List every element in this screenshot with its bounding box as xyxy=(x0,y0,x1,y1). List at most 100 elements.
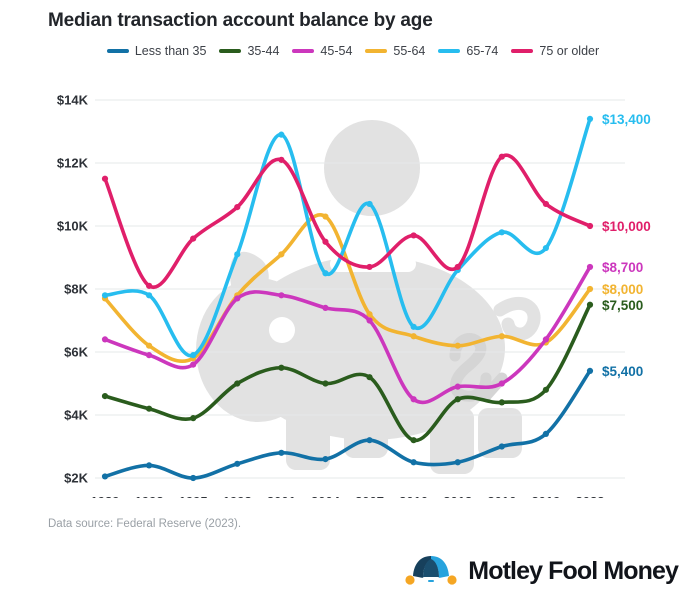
legend-item-45-54[interactable]: 45-54 xyxy=(292,44,352,58)
data-point xyxy=(410,333,417,340)
series-75-or-older[interactable] xyxy=(101,153,594,290)
data-point xyxy=(498,380,505,387)
end-value-label: $8,700 xyxy=(602,260,643,275)
data-point xyxy=(498,443,505,450)
data-point xyxy=(278,251,285,258)
x-axis-tick-label: 1998 xyxy=(223,494,252,498)
legend-item-label: 65-74 xyxy=(466,44,499,58)
brand-logo: Motley Fool Money xyxy=(401,548,679,594)
data-point xyxy=(190,352,197,359)
x-axis-tick-label: 2016 xyxy=(487,494,516,498)
data-point xyxy=(586,263,594,271)
brand-wordmark: Motley Fool Money xyxy=(468,556,679,585)
plot-area: $2K $4K $6K $8K $10K $12K $14K 1989 1992 1995 199… xyxy=(0,78,700,499)
end-value-label: $13,400 xyxy=(602,112,651,127)
legend-swatch-icon xyxy=(106,49,129,53)
data-point xyxy=(366,437,373,444)
data-point xyxy=(234,380,241,387)
data-point xyxy=(322,456,329,463)
end-value-label: $7,500 xyxy=(602,298,643,313)
data-point xyxy=(101,393,109,400)
legend-item-75-or-older[interactable]: 75 or older xyxy=(511,44,599,58)
data-point xyxy=(278,449,285,456)
data-point xyxy=(542,386,550,393)
x-axis-tick-label: 2004 xyxy=(311,494,341,498)
data-point xyxy=(410,437,417,444)
jester-hat-icon xyxy=(405,556,457,585)
legend-item-label: 35-44 xyxy=(247,44,280,58)
data-point xyxy=(498,153,505,160)
data-point xyxy=(145,292,153,299)
y-axis-tick-label: $12K xyxy=(57,156,89,171)
x-axis-tick-label: 1989 xyxy=(91,494,120,498)
y-axis-labels: $2K $4K $6K $8K $10K $12K $14K xyxy=(57,93,89,486)
data-point xyxy=(145,352,153,359)
chart-legend: Less than 35 35-44 45-54 55-64 65-74 75 or ol… xyxy=(48,44,658,58)
end-value-label: $10,000 xyxy=(602,219,651,234)
data-point xyxy=(234,460,241,467)
legend-item-label: 45-54 xyxy=(320,44,353,58)
data-source-note: Data source: Federal Reserve (2023). xyxy=(48,518,242,530)
data-point xyxy=(190,361,197,368)
x-axis-tick-label: 2019 xyxy=(531,494,560,498)
data-point xyxy=(145,342,153,349)
legend-swatch-icon xyxy=(511,49,534,53)
line-chart-svg: $2K $4K $6K $8K $10K $12K $14K 1989 1992 1995 199… xyxy=(57,93,651,499)
data-point xyxy=(366,374,373,381)
y-axis-tick-label: $14K xyxy=(57,93,89,108)
series-35-44[interactable] xyxy=(101,301,594,444)
legend-item-less-than-35[interactable]: Less than 35 xyxy=(106,44,207,58)
x-axis-tick-label: 1992 xyxy=(135,494,164,498)
data-point xyxy=(101,175,109,182)
series-45-54[interactable] xyxy=(101,263,594,405)
data-point xyxy=(498,399,505,406)
data-point xyxy=(234,251,241,258)
data-point xyxy=(410,323,417,330)
data-point xyxy=(366,263,373,271)
legend-swatch-icon xyxy=(219,49,242,53)
legend-item-55-64[interactable]: 55-64 xyxy=(365,44,425,58)
data-point xyxy=(145,462,153,469)
data-point xyxy=(145,405,153,412)
data-point xyxy=(586,367,594,374)
data-point xyxy=(322,304,329,311)
legend-swatch-icon xyxy=(365,49,388,53)
data-point xyxy=(586,285,594,293)
data-point xyxy=(278,131,285,138)
legend-item-label: 75 or older xyxy=(539,44,600,58)
data-point xyxy=(101,292,109,299)
legend-item-label: Less than 35 xyxy=(134,44,207,58)
data-point xyxy=(498,333,505,340)
legend-item-35-44[interactable]: 35-44 xyxy=(219,44,279,58)
data-point xyxy=(234,204,241,211)
data-point xyxy=(542,430,550,437)
data-point xyxy=(454,396,461,403)
x-axis-tick-label: 2007 xyxy=(355,494,384,498)
data-point xyxy=(145,282,153,289)
series-less-than-35[interactable] xyxy=(101,367,594,482)
data-point xyxy=(586,222,594,230)
data-point xyxy=(190,235,197,242)
data-point xyxy=(190,474,197,482)
x-axis-tick-label: 2001 xyxy=(267,494,296,498)
x-axis-tick-label: 2010 xyxy=(399,494,428,498)
data-point xyxy=(454,263,461,271)
data-point xyxy=(101,336,109,343)
data-point xyxy=(410,459,417,466)
data-point xyxy=(454,459,461,466)
data-point xyxy=(542,336,550,343)
piggy-bank-icon xyxy=(196,120,541,474)
data-point xyxy=(410,232,417,239)
series-65-74[interactable] xyxy=(101,115,594,359)
y-axis-tick-label: $8K xyxy=(64,282,88,297)
data-point xyxy=(586,115,594,122)
x-axis-tick-label: 2013 xyxy=(443,494,472,498)
data-point xyxy=(234,295,241,302)
legend-item-65-74[interactable]: 65-74 xyxy=(438,44,498,58)
data-point xyxy=(498,229,505,236)
data-point xyxy=(454,342,461,349)
legend-swatch-icon xyxy=(438,49,461,53)
data-point xyxy=(322,238,329,245)
y-axis-tick-label: $6K xyxy=(64,345,88,360)
data-point xyxy=(278,364,285,371)
